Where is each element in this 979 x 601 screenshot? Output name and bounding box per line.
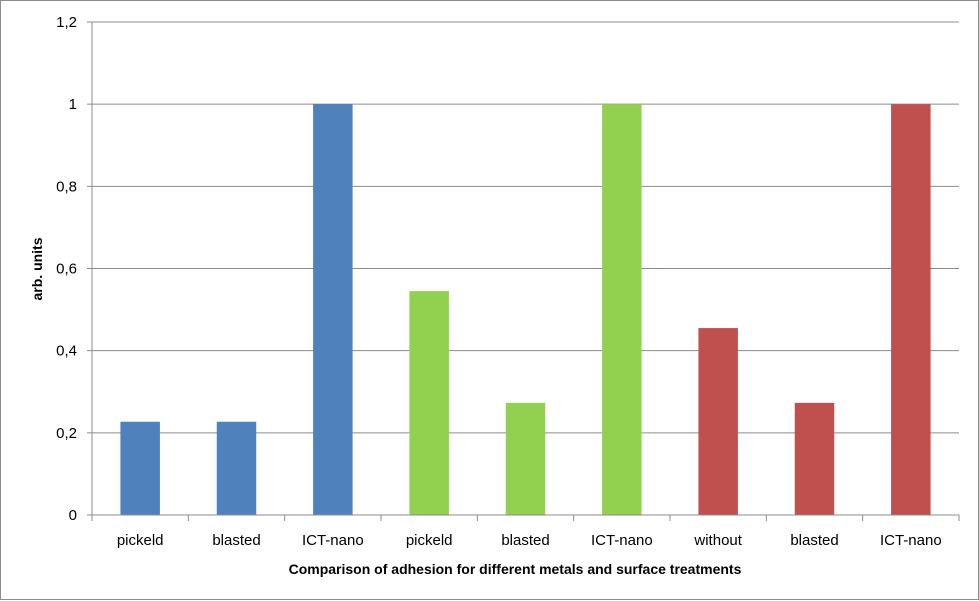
bar [216,421,257,515]
bar [794,402,835,515]
bar [602,104,642,516]
x-tick-label: ICT-nano [302,532,364,549]
x-tick-label: ICT-nano [880,532,942,549]
x-tick-label: blasted [790,532,838,549]
x-tick-label: blasted [212,532,260,549]
y-tick-label: 0,4 [56,343,77,360]
y-tick-labels: 0 0,2 0,4 0,6 0,8 1 1,2 [56,14,77,524]
y-tick-label: 0,6 [56,261,77,278]
axes [91,22,960,521]
x-tick-label: pickeld [117,532,164,549]
y-tick-label: 0,2 [56,425,77,442]
x-tick-label: ICT-nano [591,532,653,549]
x-tick-label: without [693,532,742,549]
bars [120,104,931,516]
y-tick-label: 0 [69,507,77,524]
bar [698,328,738,515]
x-tick-label: blasted [501,532,549,549]
bar [505,402,546,515]
bar [120,421,160,515]
x-axis-title: Comparison of adhesion for different met… [289,561,742,577]
y-tick-label: 1,2 [56,14,77,31]
y-tick-label: 0,8 [56,178,77,195]
y-tick-label: 1 [69,96,77,113]
x-tick-label: pickeld [406,532,453,549]
bar [409,291,449,515]
y-axis-title: arb. units [29,237,45,300]
bar [891,104,931,516]
x-tick-labels: pickeld blasted ICT-nano pickeld blasted ICT-… [117,532,942,549]
bar [313,104,353,516]
